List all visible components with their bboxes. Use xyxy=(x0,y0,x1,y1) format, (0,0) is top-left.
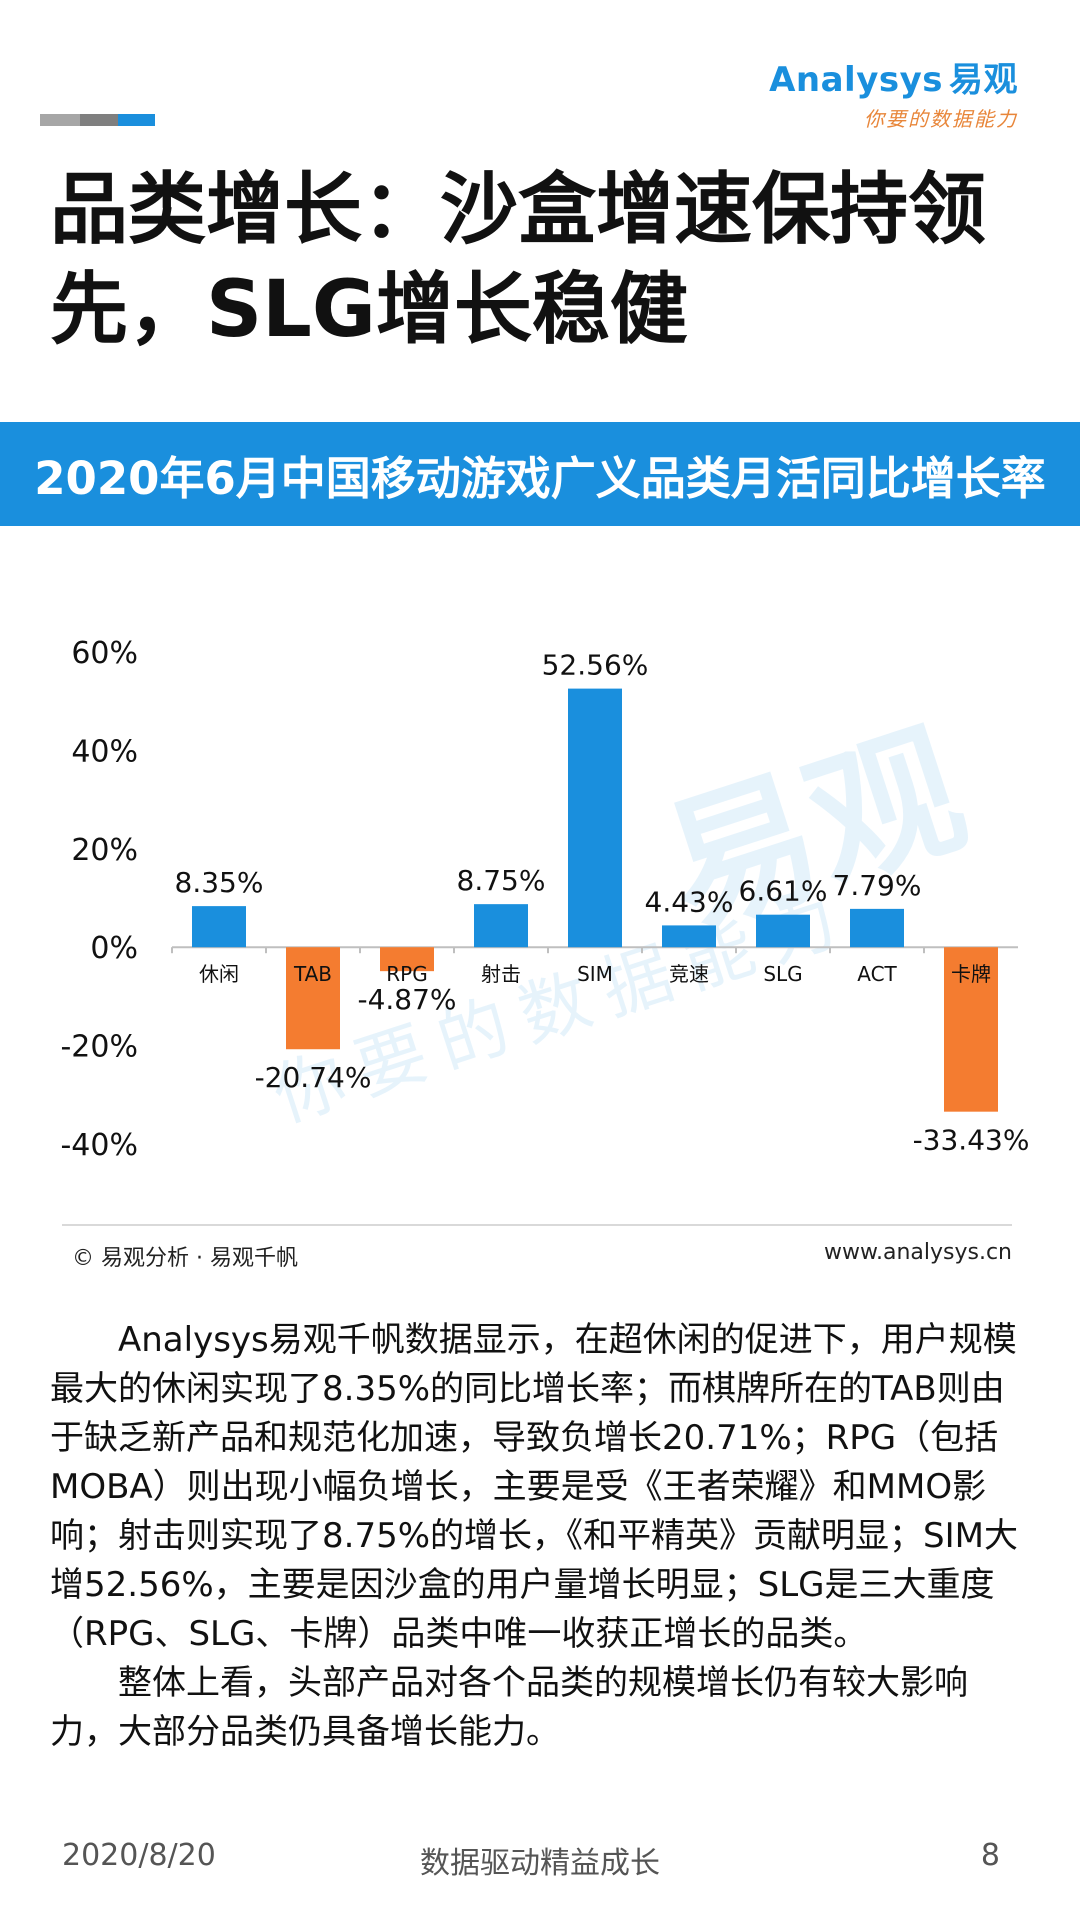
accent-bar xyxy=(40,114,155,126)
data-label: 8.75% xyxy=(457,864,546,897)
accent-segment-blue xyxy=(118,114,155,126)
bar xyxy=(474,904,528,948)
bar xyxy=(286,947,340,1050)
bar xyxy=(756,914,810,948)
bar xyxy=(568,688,622,948)
page-title: 品类增长：沙盒增速保持领先，SLG增长稳健 xyxy=(50,165,987,355)
accent-segment-light xyxy=(40,114,80,126)
bar xyxy=(380,947,434,972)
analysis-paragraph-1: Analysys易观千帆数据显示，在超休闲的促进下，用户规模最大的休闲实现了8.… xyxy=(50,1320,1018,1654)
data-label: -33.43% xyxy=(913,1124,1030,1157)
analysys-logo: Analysys 易观 你要的数据能力 xyxy=(769,52,1018,132)
analysis-paragraph-2: 整体上看，头部产品对各个品类的规模增长仍有较大影响力，大部分品类仍具备增长能力。 xyxy=(50,1663,968,1752)
x-tick-label: 休闲 xyxy=(199,962,239,986)
data-label: 8.35% xyxy=(175,866,264,899)
bar xyxy=(850,908,904,948)
accent-segment-dark xyxy=(80,114,118,126)
x-tick-label: SIM xyxy=(577,962,613,986)
y-tick-label: -40% xyxy=(60,1128,138,1163)
data-label: 52.56% xyxy=(542,649,649,682)
x-tick-label: RPG xyxy=(386,962,427,986)
data-label: 4.43% xyxy=(645,885,734,918)
x-tick-label: 卡牌 xyxy=(951,962,991,986)
x-tick-label: TAB xyxy=(293,962,332,986)
footer-date: 2020/8/20 xyxy=(62,1838,216,1873)
y-tick-label: 60% xyxy=(71,636,138,671)
bar-chart: 60% 40% 20% 0% -20% -40% 休闲 8.35% TAB -20.74% RPG -… xyxy=(0,600,1080,1180)
x-tick-label: ACT xyxy=(857,962,897,986)
page-number: 8 xyxy=(980,1838,1000,1873)
source-url: www.analysys.cn xyxy=(824,1240,1012,1265)
bar xyxy=(192,906,246,948)
chart-banner-title: 2020年6月中国移动游戏广义品类月活同比增长率 xyxy=(0,422,1080,526)
logo-brand-cn: 易观 xyxy=(949,60,1018,100)
chart-svg: 60%40%20%0%-20%-40%休闲8.35%TAB-20.74%RPG-… xyxy=(60,636,1030,1163)
y-tick-label: 40% xyxy=(71,734,138,769)
bar xyxy=(944,947,998,1112)
y-tick-label: 20% xyxy=(71,833,138,868)
data-label: -4.87% xyxy=(357,983,456,1016)
data-label: 6.61% xyxy=(739,875,828,908)
data-label: -20.74% xyxy=(255,1061,372,1094)
data-label: 7.79% xyxy=(833,869,922,902)
x-tick-label: SLG xyxy=(763,962,802,986)
x-tick-label: 竞速 xyxy=(669,962,709,986)
logo-brand: Analysys xyxy=(769,60,943,100)
y-tick-label: 0% xyxy=(90,931,138,966)
analysis-text: Analysys易观千帆数据显示，在超休闲的促进下，用户规模最大的休闲实现了8.… xyxy=(50,1316,1020,1757)
divider xyxy=(62,1224,1012,1226)
logo-tagline: 你要的数据能力 xyxy=(864,107,1018,131)
footer-slogan: 数据驱动精益成长 xyxy=(420,1846,660,1881)
y-tick-label: -20% xyxy=(60,1030,138,1065)
source-credit: © 易观分析 · 易观千帆 xyxy=(72,1246,298,1271)
bar xyxy=(662,925,716,948)
x-tick-label: 射击 xyxy=(481,962,521,986)
